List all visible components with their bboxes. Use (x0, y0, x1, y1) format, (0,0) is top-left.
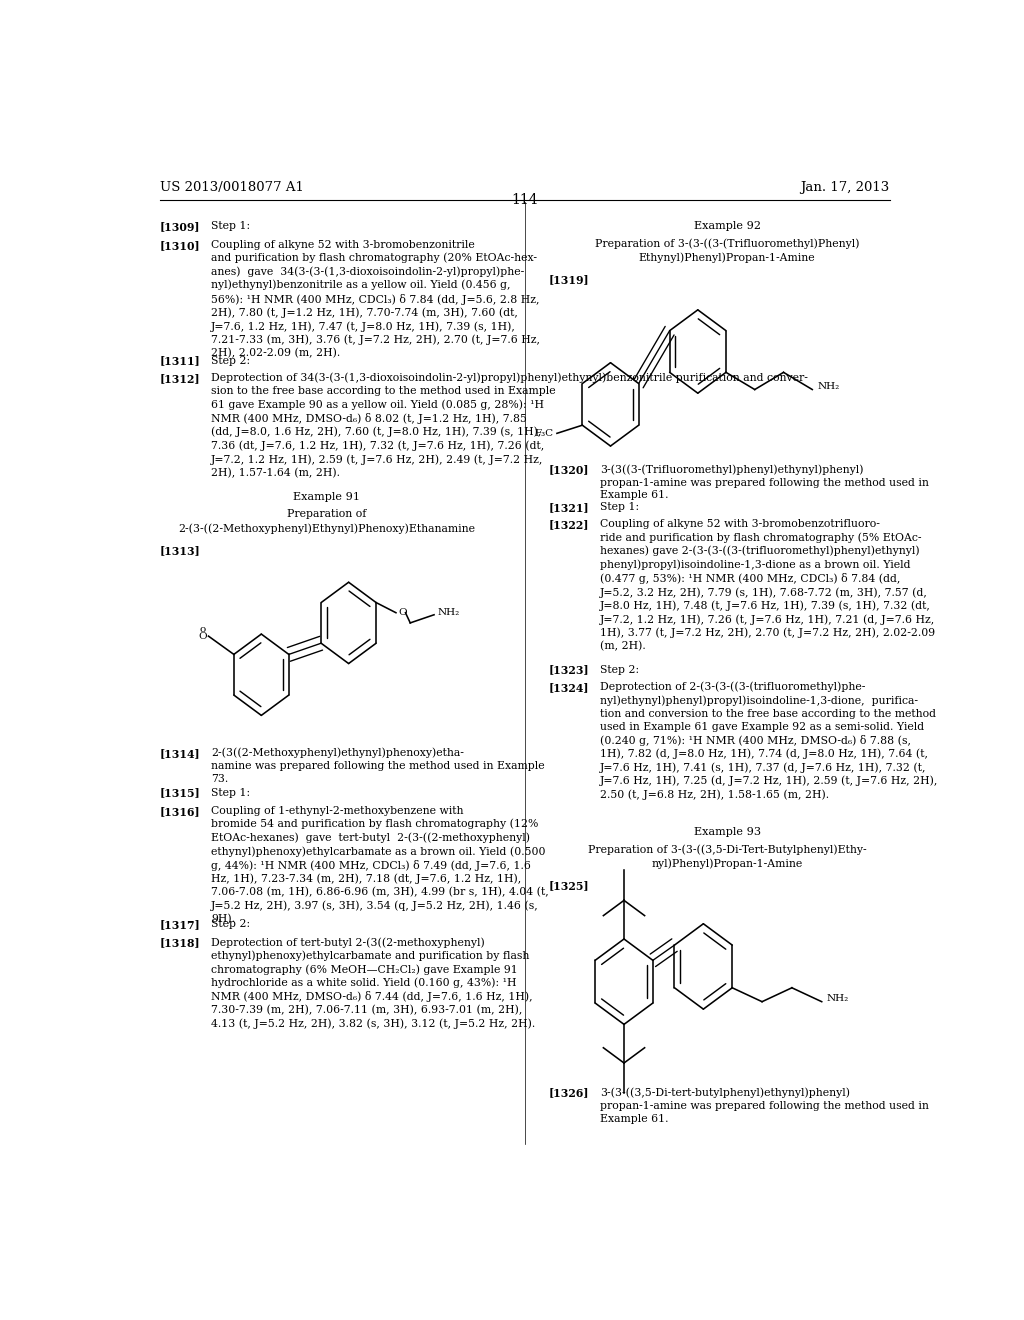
Text: [1319]: [1319] (549, 275, 589, 285)
Text: [1323]: [1323] (549, 664, 589, 676)
Text: Deprotection of tert-butyl 2-(3((2-methoxyphenyl)
ethynyl)phenoxy)ethylcarbamate: Deprotection of tert-butyl 2-(3((2-metho… (211, 937, 536, 1030)
Text: F₃C: F₃C (535, 429, 554, 438)
Text: US 2013/0018077 A1: US 2013/0018077 A1 (160, 181, 304, 194)
Text: NH₂: NH₂ (438, 609, 460, 618)
Text: Step 1:: Step 1: (211, 222, 251, 231)
Text: nyl)Phenyl)Propan-1-Amine: nyl)Phenyl)Propan-1-Amine (651, 859, 803, 870)
Text: o: o (200, 626, 206, 634)
Text: [1325]: [1325] (549, 880, 589, 891)
Text: [1313]: [1313] (160, 545, 201, 556)
Text: 3-(3((3-(Trifluoromethyl)phenyl)ethynyl)phenyl)
propan-1-amine was prepared foll: 3-(3((3-(Trifluoromethyl)phenyl)ethynyl)… (600, 465, 929, 500)
Text: [1320]: [1320] (549, 465, 589, 475)
Text: NH₂: NH₂ (826, 994, 849, 1003)
Text: Preparation of: Preparation of (287, 510, 367, 519)
Text: 114: 114 (511, 193, 539, 207)
Text: NH₂: NH₂ (817, 381, 840, 391)
Text: Ethynyl)Phenyl)Propan-1-Amine: Ethynyl)Phenyl)Propan-1-Amine (639, 253, 815, 264)
Text: Deprotection of 34(3-(3-(1,3-dioxoisoindolin-2-yl)propyl)phenyl)ethynyl)benzonit: Deprotection of 34(3-(3-(1,3-dioxoisoind… (211, 372, 808, 478)
Text: O: O (398, 609, 407, 618)
Text: [1315]: [1315] (160, 788, 201, 799)
Text: Step 1:: Step 1: (600, 502, 639, 512)
Text: Step 2:: Step 2: (600, 664, 639, 675)
Text: Preparation of 3-(3-((3,5-Di-Tert-Butylphenyl)Ethy-: Preparation of 3-(3-((3,5-Di-Tert-Butylp… (588, 845, 866, 855)
Text: [1326]: [1326] (549, 1088, 589, 1098)
Text: [1309]: [1309] (160, 222, 201, 232)
Text: [1324]: [1324] (549, 682, 589, 693)
Text: [1310]: [1310] (160, 240, 201, 251)
Text: Step 2:: Step 2: (211, 919, 251, 929)
Text: Coupling of alkyne 52 with 3-bromobenzotrifluoro-
ride and purification by flash: Coupling of alkyne 52 with 3-bromobenzot… (600, 519, 936, 652)
Text: [1314]: [1314] (160, 748, 201, 759)
Text: Example 92: Example 92 (693, 222, 761, 231)
Text: Coupling of alkyne 52 with 3-bromobenzonitrile
and purification by flash chromat: Coupling of alkyne 52 with 3-bromobenzon… (211, 240, 541, 359)
Text: Step 2:: Step 2: (211, 355, 251, 366)
Text: [1317]: [1317] (160, 919, 201, 929)
Text: [1321]: [1321] (549, 502, 589, 513)
Text: Preparation of 3-(3-((3-(Trifluoromethyl)Phenyl): Preparation of 3-(3-((3-(Trifluoromethyl… (595, 239, 859, 249)
Text: [1318]: [1318] (160, 937, 201, 948)
Text: Jan. 17, 2013: Jan. 17, 2013 (801, 181, 890, 194)
Text: 2-(3-((2-Methoxyphenyl)Ethynyl)Phenoxy)Ethanamine: 2-(3-((2-Methoxyphenyl)Ethynyl)Phenoxy)E… (178, 523, 475, 533)
Text: [1322]: [1322] (549, 519, 589, 531)
Text: [1312]: [1312] (160, 372, 201, 384)
Text: 3-(3-((3,5-Di-tert-butylphenyl)ethynyl)phenyl)
propan-1-amine was prepared follo: 3-(3-((3,5-Di-tert-butylphenyl)ethynyl)p… (600, 1088, 929, 1123)
Text: [1311]: [1311] (160, 355, 201, 367)
Text: [1316]: [1316] (160, 805, 201, 817)
Text: 2-(3((2-Methoxyphenyl)ethynyl)phenoxy)etha-
namine was prepared following the me: 2-(3((2-Methoxyphenyl)ethynyl)phenoxy)et… (211, 748, 545, 784)
Text: Example 93: Example 93 (693, 828, 761, 837)
Text: Step 1:: Step 1: (211, 788, 251, 797)
Text: Deprotection of 2-(3-(3-((3-(trifluoromethyl)phe-
nyl)ethynyl)phenyl)propyl)isoi: Deprotection of 2-(3-(3-((3-(trifluorome… (600, 682, 939, 800)
Text: O: O (199, 631, 207, 640)
Text: Example 91: Example 91 (293, 492, 359, 502)
Text: Coupling of 1-ethynyl-2-methoxybenzene with
bromide 54 and purification by flash: Coupling of 1-ethynyl-2-methoxybenzene w… (211, 805, 549, 924)
